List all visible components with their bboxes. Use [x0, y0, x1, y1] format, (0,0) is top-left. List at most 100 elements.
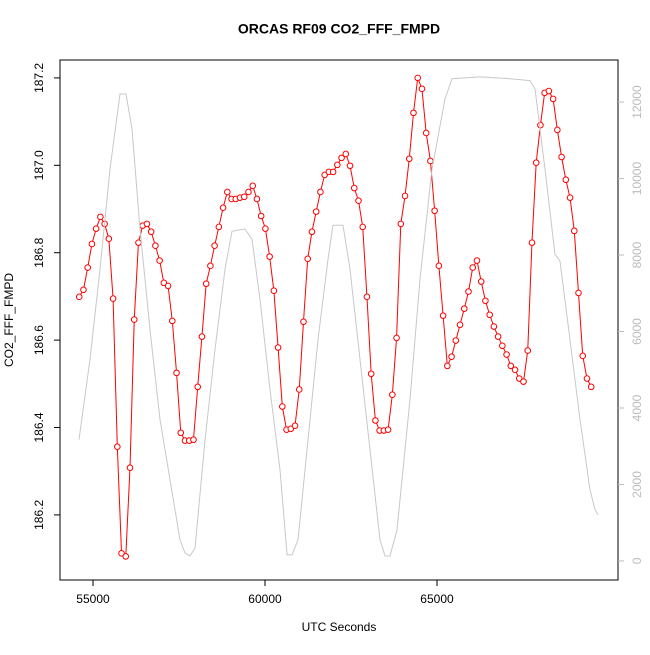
- data-point: [460, 305, 468, 312]
- data-point: [143, 220, 151, 228]
- data-point: [279, 403, 286, 410]
- data-point: [439, 312, 447, 319]
- data-point: [122, 553, 130, 560]
- data-point: [397, 220, 405, 228]
- data-point: [570, 227, 578, 235]
- data-point: [130, 316, 138, 323]
- data-point: [329, 168, 337, 176]
- data-point: [554, 126, 561, 134]
- data-point: [435, 262, 443, 270]
- data-point: [410, 109, 417, 117]
- data-point: [198, 333, 206, 340]
- data-point: [431, 207, 438, 215]
- data-point: [245, 188, 252, 196]
- data-point: [363, 293, 371, 301]
- data-point: [558, 153, 565, 161]
- data-point: [507, 362, 515, 370]
- data-point: [304, 255, 312, 263]
- y-tick-label: 187.0: [32, 150, 46, 180]
- data-point: [224, 188, 231, 196]
- data-point: [469, 264, 477, 271]
- data-point: [532, 159, 540, 166]
- y-tick-label: 186.6: [32, 325, 46, 355]
- data-point: [422, 129, 430, 137]
- data-point: [405, 155, 413, 163]
- data-point: [270, 287, 278, 295]
- data-point: [401, 192, 409, 200]
- data-point: [177, 429, 185, 437]
- y2-tick-label: 2000: [630, 471, 644, 498]
- data-point: [367, 370, 375, 378]
- data-point: [338, 154, 345, 162]
- data-point: [346, 162, 354, 170]
- data-point: [528, 239, 536, 246]
- data-point: [97, 213, 104, 221]
- data-point: [490, 323, 498, 330]
- data-point: [334, 161, 341, 169]
- data-point: [84, 264, 91, 271]
- y-tick-label: 186.4: [32, 412, 46, 442]
- data-point: [109, 295, 117, 302]
- data-point: [456, 321, 464, 329]
- data-point: [211, 242, 218, 250]
- data-point: [465, 288, 472, 295]
- chart-title: ORCAS RF09 CO2_FFF_FMPD: [238, 21, 440, 37]
- data-point: [312, 208, 320, 215]
- data-point: [448, 353, 455, 361]
- data-point: [308, 228, 316, 236]
- data-point: [562, 176, 570, 184]
- plot-frame: [59, 59, 619, 581]
- data-point: [266, 253, 273, 260]
- data-point: [393, 334, 400, 342]
- data-point: [135, 239, 142, 246]
- data-point: [190, 436, 197, 444]
- data-point: [359, 223, 367, 231]
- data-point: [537, 121, 544, 129]
- data-point: [202, 280, 210, 288]
- data-point: [317, 188, 324, 196]
- y-axis-label: CO2_FFF_FMPD: [2, 273, 16, 367]
- data-point: [549, 95, 557, 103]
- data-point: [194, 383, 202, 391]
- y-tick-label: 187.2: [32, 63, 46, 93]
- y2-tick-label: 8000: [630, 241, 644, 268]
- data-point: [156, 257, 163, 264]
- data-point: [114, 443, 121, 451]
- data-point: [350, 184, 358, 192]
- data-point: [575, 289, 582, 297]
- y2-tick-label: 6000: [630, 318, 644, 345]
- data-point: [418, 85, 426, 93]
- data-point: [494, 333, 502, 340]
- data-point: [219, 204, 227, 211]
- data-point: [520, 378, 527, 385]
- data-point: [215, 223, 223, 231]
- data-point: [499, 342, 506, 350]
- data-point: [257, 212, 265, 220]
- data-point: [207, 262, 214, 270]
- data-point: [482, 297, 489, 305]
- data-point: [452, 337, 460, 344]
- y2-tick-label: 10000: [630, 162, 644, 196]
- data-point: [372, 417, 379, 424]
- data-point: [295, 386, 303, 393]
- y2-tick-label: 12000: [630, 85, 644, 119]
- data-point: [587, 383, 595, 391]
- data-point: [249, 182, 257, 190]
- data-point: [164, 282, 172, 290]
- data-point: [300, 318, 307, 326]
- data-point: [545, 87, 553, 95]
- data-point: [486, 311, 493, 319]
- data-point: [92, 225, 100, 232]
- data-point: [583, 375, 591, 382]
- x-tick-label: 60000: [248, 592, 282, 606]
- data-point: [524, 347, 532, 354]
- data-point: [511, 366, 519, 374]
- data-point: [152, 242, 159, 250]
- y-tick-label: 186.8: [32, 237, 46, 267]
- x-tick-label: 65000: [420, 592, 454, 606]
- data-point: [88, 240, 96, 248]
- data-point: [80, 286, 87, 294]
- data-point: [274, 344, 282, 351]
- data-point: [240, 193, 248, 201]
